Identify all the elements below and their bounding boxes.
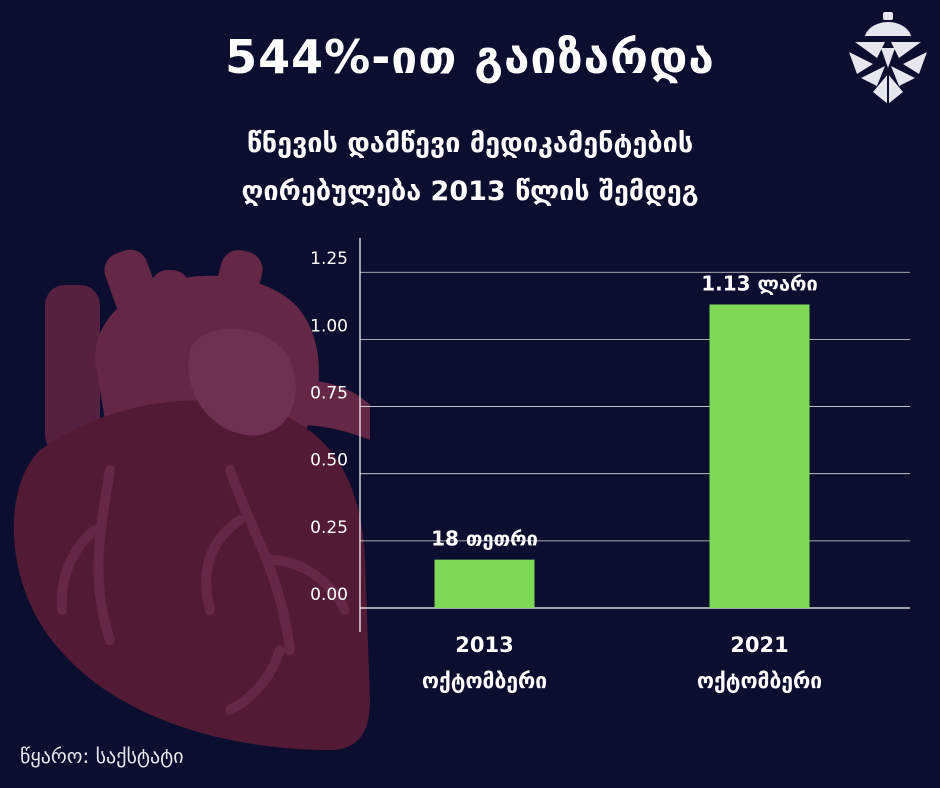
y-tick-label: 0.75 <box>310 384 348 404</box>
category-labels: 2013 ოქტომბერი 2021 ოქტომბერი <box>422 633 822 693</box>
category-label: 2021 <box>730 633 788 657</box>
bar <box>709 304 810 608</box>
category-label: ოქტომბერი <box>697 669 822 693</box>
grid-lines <box>360 271 910 609</box>
chart-subtitle: წნევის დამწევი მედიკამენტების ღირებულება… <box>100 120 840 216</box>
data-labels: 18 თეთრი 1.13 ლარი <box>431 271 818 550</box>
bars <box>434 304 810 608</box>
category-label: 2013 <box>455 633 513 657</box>
category-label: ოქტომბერი <box>422 669 547 693</box>
subtitle-line-1: წნევის დამწევი მედიკამენტების <box>246 128 694 159</box>
bar <box>434 559 535 608</box>
y-tick-label: 0.00 <box>310 585 348 605</box>
page-title: 544%-ით გაიზარდა <box>225 30 715 84</box>
subtitle-line-2: ღირებულება 2013 წლის შემდეგ <box>241 176 699 207</box>
data-label: 1.13 ლარი <box>701 271 818 295</box>
y-tick-label: 1.00 <box>310 316 348 336</box>
pinecone-icon <box>849 12 927 106</box>
y-tick-labels: 0.00 0.25 0.50 0.75 1.00 1.25 <box>310 249 348 605</box>
source-note: წყარო: საქსტატი <box>20 744 184 768</box>
y-tick-label: 1.25 <box>310 249 348 269</box>
y-tick-label: 0.50 <box>310 451 348 471</box>
y-tick-label: 0.25 <box>310 518 348 538</box>
data-label: 18 თეთრი <box>431 527 538 551</box>
heart-icon <box>13 249 370 750</box>
